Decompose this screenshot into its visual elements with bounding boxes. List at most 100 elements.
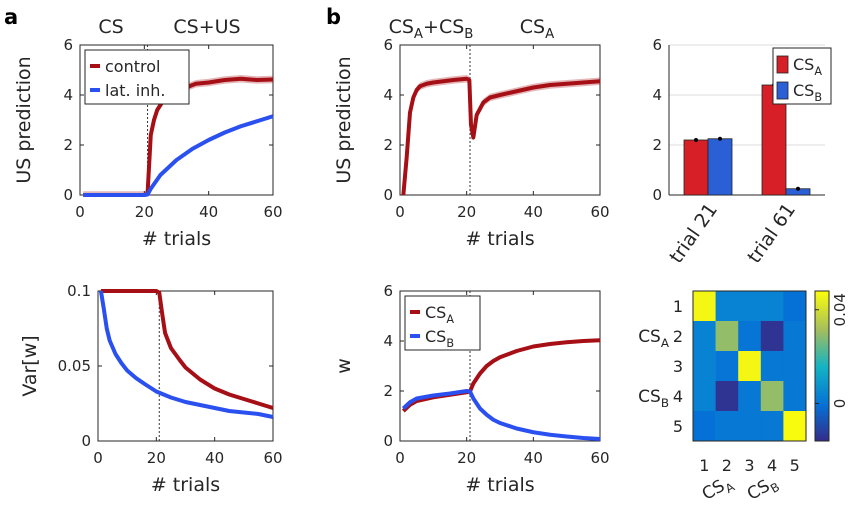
colorbar-segment <box>815 336 829 339</box>
x-tick-label: 60 <box>590 449 609 467</box>
colorbar-segment <box>815 323 829 327</box>
y-tick-label: 2 <box>63 136 73 154</box>
heatmap-cell <box>738 321 762 352</box>
panel-label-a: a <box>4 5 18 29</box>
colorbar-segment <box>815 313 829 317</box>
colorbar-segment <box>815 316 829 319</box>
colorbar-segment <box>815 371 829 374</box>
plot-frame <box>79 44 274 196</box>
legend-swatch <box>776 81 789 100</box>
stage-header-left: CS <box>98 16 123 38</box>
y-tick-label: 0 <box>652 186 662 204</box>
colorbar-segment <box>815 376 829 379</box>
heatmap-cell <box>693 351 716 382</box>
x-tick-label: 20 <box>457 449 476 467</box>
x-axis-label: # trials <box>465 228 534 250</box>
bar-CSB-0 <box>707 138 733 196</box>
colorbar-tick-label: 0.04 <box>831 293 849 326</box>
legend-entry: lat. inh. <box>105 81 166 100</box>
row-group-label-csa: CSA​ <box>638 327 670 350</box>
colorbar-segment <box>815 416 829 419</box>
bar-error-mark <box>694 138 698 142</box>
colorbar-segment <box>815 413 829 417</box>
y-tick-label: 6 <box>652 36 662 54</box>
chart-b-top: 0 20 40 60 0 2 4 6 # trials US prediction CSA​+CSB… <box>333 16 610 250</box>
legend-entry: CSA​ <box>425 303 454 326</box>
colorbar-segment <box>815 378 829 382</box>
x-tick-label: 40 <box>524 203 543 221</box>
heatmap-cell <box>715 321 739 352</box>
colorbar-segment <box>815 426 829 429</box>
colorbar-segment <box>815 353 829 357</box>
series-line-0 <box>401 76 601 196</box>
colorbar-segment <box>815 326 829 329</box>
x-tick-label: 40 <box>205 449 224 467</box>
category-label: trial 61 <box>743 199 800 267</box>
colorbar-segment <box>815 438 829 442</box>
heatmap-cell <box>783 411 807 442</box>
heatmap-cell <box>783 321 807 352</box>
colorbar-segment <box>815 338 829 342</box>
bar-error-mark <box>796 186 800 191</box>
colorbar-segment <box>815 328 829 332</box>
legend-swatch <box>776 55 789 74</box>
row-group-label-csb: CSB​ <box>638 387 669 410</box>
y-tick-label: 6 <box>383 36 393 54</box>
heatmap-cell <box>738 351 762 382</box>
x-tick-label: 40 <box>524 449 543 467</box>
heatmap-cell <box>783 381 807 412</box>
legend-entry: CSB​ <box>793 81 822 104</box>
colorbar-segment <box>815 306 829 309</box>
x-tick-label: 60 <box>263 203 282 221</box>
heatmap-cell <box>693 321 716 352</box>
heatmap-cell <box>738 381 762 412</box>
colorbar-segment <box>815 388 829 392</box>
heatmap-frame <box>692 290 807 442</box>
series-line-1 <box>401 389 601 441</box>
colorbar-segment <box>815 411 829 414</box>
y-tick-label: 0.05 <box>58 357 91 375</box>
y-axis-label: Var[w] <box>19 335 41 396</box>
colorbar-segment <box>815 431 829 434</box>
heatmap-cell <box>715 411 739 442</box>
x-tick-label: 40 <box>199 203 218 221</box>
heatmap-cell <box>783 351 807 382</box>
y-tick-label: 4 <box>652 86 662 104</box>
y-tick-label: 0.1 <box>67 282 91 300</box>
y-axis-label: w <box>333 358 355 374</box>
x-axis-label: # trials <box>151 474 220 496</box>
colorbar-segment <box>815 406 829 409</box>
y-tick-label: 0 <box>81 432 91 450</box>
colorbar-segment <box>815 351 829 354</box>
colorbar-segment <box>815 428 829 432</box>
bar-error-mark <box>718 136 722 141</box>
colorbar-segment <box>815 366 829 369</box>
colorbar-segment <box>815 396 829 399</box>
x-tick-label: 20 <box>147 449 166 467</box>
colorbar-segment <box>815 331 829 334</box>
colorbar-segment <box>815 383 829 387</box>
col-group-label: CSB​ <box>744 472 782 507</box>
col-label: 4 <box>767 456 777 475</box>
legend-entry: control <box>105 57 160 76</box>
colorbar-segment <box>815 403 829 407</box>
col-group-label: CSA​ <box>699 472 738 508</box>
chart-a-top: 0 20 40 60 0 2 4 6 # trials US prediction CS CS+US c… <box>13 16 283 250</box>
colorbar-segment <box>815 401 829 404</box>
y-tick-label: 0 <box>383 186 393 204</box>
colorbar-segment <box>815 348 829 352</box>
heatmap-cell <box>693 411 716 442</box>
colorbar-segment <box>815 358 829 362</box>
heatmap-cell <box>693 291 716 322</box>
colorbar-segment <box>815 436 829 439</box>
plot-frame <box>399 290 601 442</box>
row-label: 3 <box>673 357 683 376</box>
x-tick-label: 0 <box>93 449 103 467</box>
x-tick-label: 0 <box>395 449 405 467</box>
colorbar-segment <box>815 381 829 384</box>
colorbar-segment <box>815 361 829 364</box>
y-tick-label: 4 <box>63 86 73 104</box>
row-label: 4 <box>673 387 683 406</box>
y-axis-label: US prediction <box>333 56 355 183</box>
chart-a-bottom: 0 20 40 60 0 0.05 0.1 # trials Var[w] <box>19 282 283 496</box>
